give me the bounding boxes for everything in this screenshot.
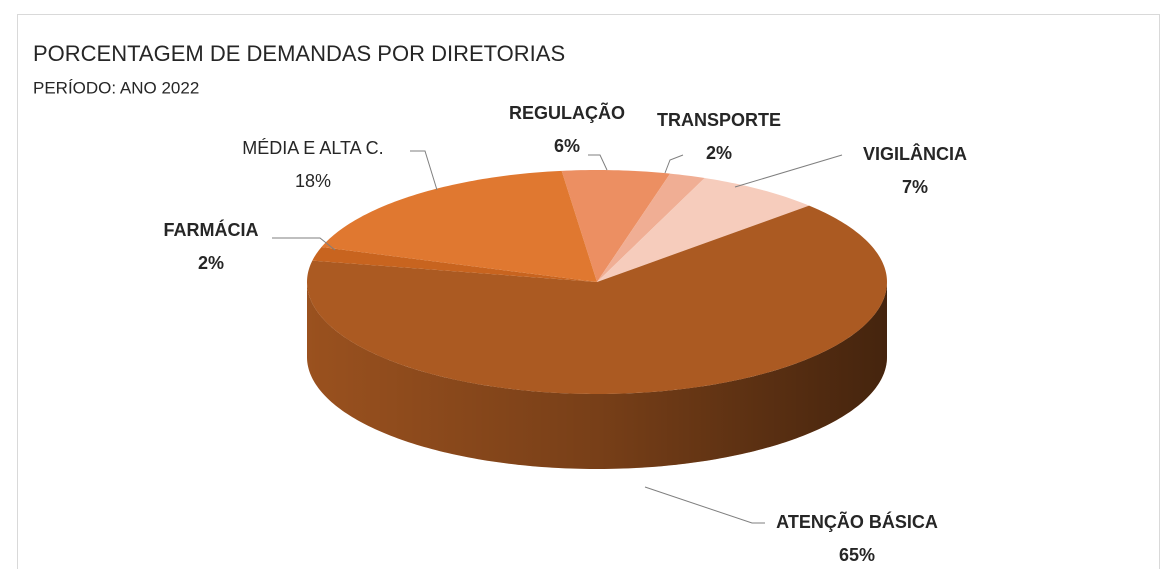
value-label: 2%: [706, 143, 732, 163]
pie-slice: [597, 173, 705, 282]
pie-slice: [561, 170, 671, 282]
leader-line: [410, 150, 438, 191]
value-label: 65%: [839, 545, 875, 565]
category-label: FARMÁCIA: [164, 219, 259, 240]
leader-line: [734, 154, 843, 188]
leader-line: [664, 154, 684, 174]
category-label: REGULAÇÃO: [509, 102, 625, 123]
category-label: TRANSPORTE: [657, 110, 781, 130]
pie-slice: [312, 247, 597, 282]
category-label: VIGILÂNCIA: [863, 143, 967, 164]
value-label: 6%: [554, 136, 580, 156]
value-label: 18%: [295, 171, 331, 191]
chart-title: PORCENTAGEM DE DEMANDAS POR DIRETORIAS: [33, 41, 565, 66]
value-label: 2%: [198, 253, 224, 273]
pie-slice: [307, 205, 887, 394]
pie-side-shade: [307, 282, 887, 469]
leader-line: [588, 154, 608, 171]
category-label: ATENÇÃO BÁSICA: [776, 511, 938, 532]
value-label: 7%: [902, 177, 928, 197]
leader-line: [272, 237, 336, 251]
leader-line: [644, 486, 765, 524]
chart-subtitle: PERÍODO: ANO 2022: [33, 78, 199, 97]
pie-slice: [597, 178, 810, 282]
category-label: MÉDIA E ALTA C.: [242, 138, 383, 158]
pie-slice: [321, 170, 597, 282]
